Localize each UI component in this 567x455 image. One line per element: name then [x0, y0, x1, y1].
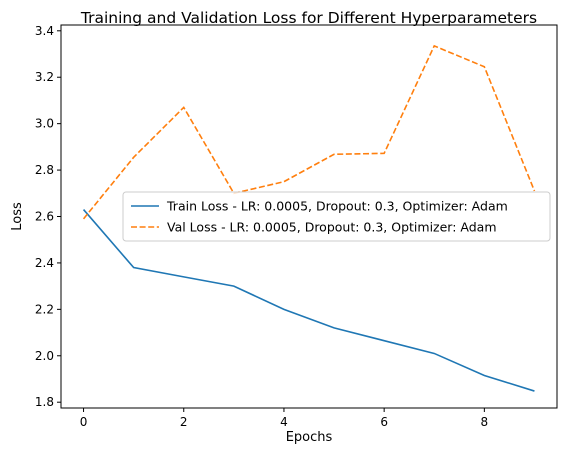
y-tick-label: 2.0	[35, 349, 54, 363]
y-tick-label: 3.4	[35, 24, 54, 38]
series-lines	[82, 44, 536, 392]
y-tick-label: 2.6	[35, 210, 54, 224]
y-tick-label: 3.2	[35, 70, 54, 84]
x-tick-label: 8	[481, 415, 489, 429]
x-axis-label: Epochs	[286, 430, 333, 445]
y-axis-label: Loss	[10, 202, 25, 231]
legend-label-val: Val Loss - LR: 0.0005, Dropout: 0.3, Opt…	[167, 220, 497, 235]
series-line-train	[82, 209, 535, 392]
y-tick-label: 2.8	[35, 163, 54, 177]
y-tick-label: 2.2	[35, 302, 54, 316]
x-axis-ticks: 0 2 4 6 8	[80, 408, 488, 429]
x-tick-label: 2	[180, 415, 188, 429]
x-tick-label: 6	[380, 415, 388, 429]
series-line-val	[82, 44, 536, 220]
chart-title: Training and Validation Loss for Differe…	[80, 9, 537, 27]
x-tick-label: 4	[280, 415, 288, 429]
legend-label-train: Train Loss - LR: 0.0005, Dropout: 0.3, O…	[166, 199, 508, 214]
y-axis-ticks: 1.8 2.0 2.2 2.4 2.6 2.8 3.0 3.2 3.4	[35, 24, 61, 409]
legend-box	[122, 191, 551, 242]
x-tick-label: 0	[80, 415, 88, 429]
y-tick-label: 2.4	[35, 256, 54, 270]
legend: Train Loss - LR: 0.0005, Dropout: 0.3, O…	[122, 191, 551, 242]
y-tick-label: 3.0	[35, 117, 54, 131]
y-tick-label: 1.8	[35, 395, 54, 409]
